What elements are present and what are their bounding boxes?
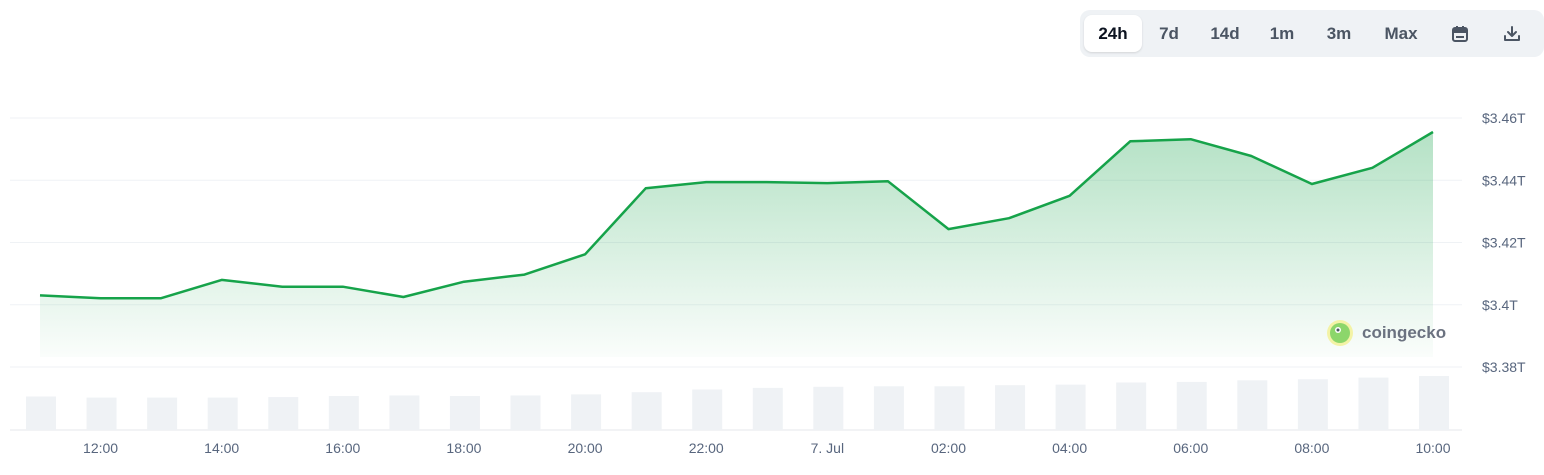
volume-bar	[692, 389, 723, 430]
y-tick-label: $3.4T	[1482, 297, 1518, 313]
volume-bar	[752, 387, 783, 430]
volume-bar	[995, 385, 1026, 430]
time-range-toolbar: 24h 7d 14d 1m 3m Max	[1080, 10, 1544, 57]
y-tick-label: $3.46T	[1482, 110, 1526, 126]
range-7d-button[interactable]: 7d	[1159, 23, 1179, 43]
range-1m-button[interactable]: 1m	[1269, 23, 1295, 43]
volume-bar	[934, 386, 965, 430]
y-tick-label: $3.42T	[1482, 235, 1526, 251]
download-icon[interactable]	[1486, 15, 1538, 52]
volume-bar	[1237, 380, 1268, 430]
range-3m-button[interactable]: 3m	[1326, 23, 1352, 43]
coingecko-wordmark: coingecko	[1362, 323, 1447, 342]
x-tick-label: 14:00	[204, 440, 239, 456]
volume-bar	[1358, 377, 1389, 430]
volume-bar	[1116, 382, 1147, 430]
volume-bar	[571, 394, 602, 430]
coingecko-watermark: coingecko	[1326, 318, 1446, 348]
x-tick-label: 12:00	[83, 440, 118, 456]
volume-bar	[86, 397, 117, 430]
x-tick-label: 18:00	[446, 440, 481, 456]
volume-bar	[873, 386, 904, 430]
x-tick-label: 08:00	[1294, 440, 1329, 456]
y-tick-label: $3.38T	[1482, 359, 1526, 375]
range-24h-button[interactable]: 24h	[1084, 15, 1142, 52]
volume-bar	[328, 395, 359, 430]
volume-bar	[1176, 381, 1207, 430]
calendar-icon[interactable]	[1434, 15, 1486, 52]
volume-bar	[26, 396, 56, 430]
x-tick-label: 16:00	[325, 440, 360, 456]
range-14d-button[interactable]: 14d	[1210, 23, 1240, 43]
x-tick-label: 10:00	[1415, 440, 1450, 456]
coingecko-logo-icon	[1327, 320, 1353, 346]
volume-bar	[1055, 384, 1086, 430]
volume-bar	[268, 397, 299, 430]
x-tick-label: 06:00	[1173, 440, 1208, 456]
range-max-button[interactable]: Max	[1384, 23, 1418, 43]
x-tick-label: 22:00	[689, 440, 724, 456]
market-cap-line	[39, 130, 1434, 300]
volume-bar	[510, 395, 541, 430]
y-tick-label: $3.44T	[1482, 172, 1526, 188]
volume-bar	[147, 397, 178, 430]
volume-bar	[207, 397, 238, 430]
volume-bar	[389, 395, 420, 430]
volume-bar	[1297, 379, 1328, 430]
volume-bar	[449, 395, 480, 430]
x-tick-label: 04:00	[1052, 440, 1087, 456]
x-tick-label: 02:00	[931, 440, 966, 456]
volume-bar	[813, 386, 844, 430]
volume-bar	[1419, 376, 1449, 430]
x-tick-label: 20:00	[568, 440, 603, 456]
volume-bar	[631, 392, 662, 430]
x-tick-label: 7. Jul	[811, 440, 844, 456]
market-cap-area	[40, 132, 1433, 357]
